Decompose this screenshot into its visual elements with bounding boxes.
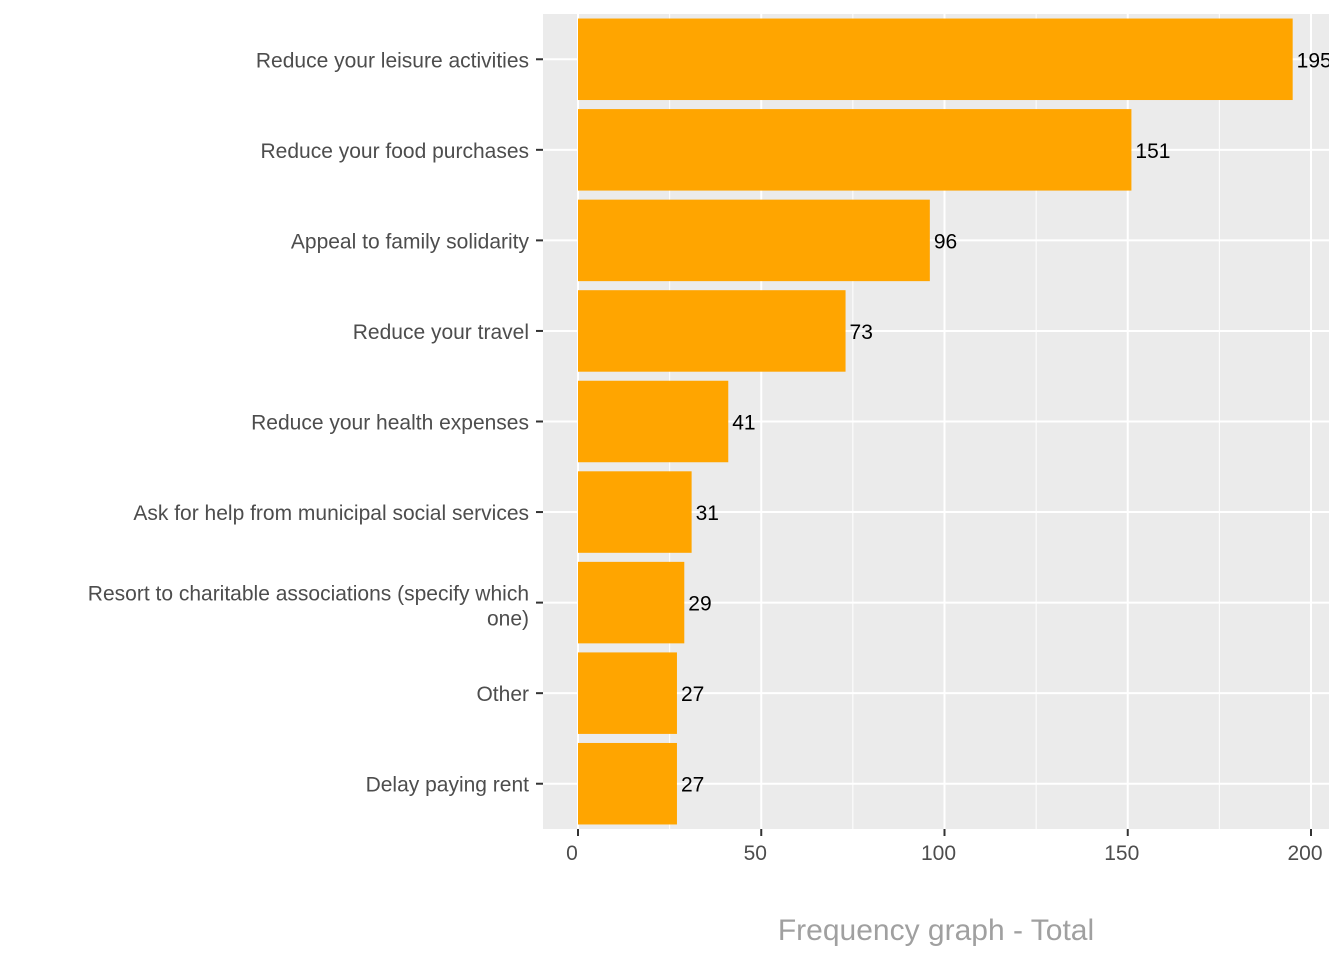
- category-label: Reduce your food purchases: [261, 140, 530, 163]
- bar: [578, 380, 729, 463]
- data-label: 41: [732, 412, 755, 435]
- bar: [578, 199, 930, 282]
- bar: [578, 109, 1132, 191]
- bar: [578, 652, 677, 734]
- bar: [578, 18, 1293, 101]
- data-label: 29: [688, 593, 711, 616]
- data-label: 151: [1135, 140, 1170, 163]
- category-label: Delay paying rent: [366, 774, 530, 797]
- category-label: Reduce your health expenses: [251, 412, 529, 435]
- bar: [578, 290, 846, 372]
- x-tick-label: 50: [744, 842, 767, 865]
- data-label: 31: [696, 502, 719, 525]
- bar: [578, 742, 677, 825]
- bar: [578, 561, 685, 644]
- category-label: Other: [476, 683, 529, 706]
- x-axis-title: Frequency graph - Total: [778, 914, 1094, 947]
- category-label: Ask for help from municipal social servi…: [133, 502, 529, 525]
- data-label: 195: [1297, 49, 1332, 72]
- right-clip: [1329, 0, 1344, 960]
- x-tick-label: 100: [921, 842, 956, 865]
- category-label: Reduce your travel: [353, 321, 529, 344]
- data-label: 73: [850, 321, 873, 344]
- category-label: Appeal to family solidarity: [291, 230, 530, 253]
- x-tick-label: 0: [566, 842, 578, 865]
- category-label: Resort to charitable associations (speci…: [88, 583, 529, 631]
- data-label: 27: [681, 774, 704, 797]
- x-tick-label: 150: [1104, 842, 1139, 865]
- x-tick-label: 200: [1287, 842, 1322, 865]
- data-label: 27: [681, 683, 704, 706]
- data-label: 96: [934, 230, 957, 253]
- bar: [578, 471, 692, 553]
- category-label: Reduce your leisure activities: [256, 49, 529, 72]
